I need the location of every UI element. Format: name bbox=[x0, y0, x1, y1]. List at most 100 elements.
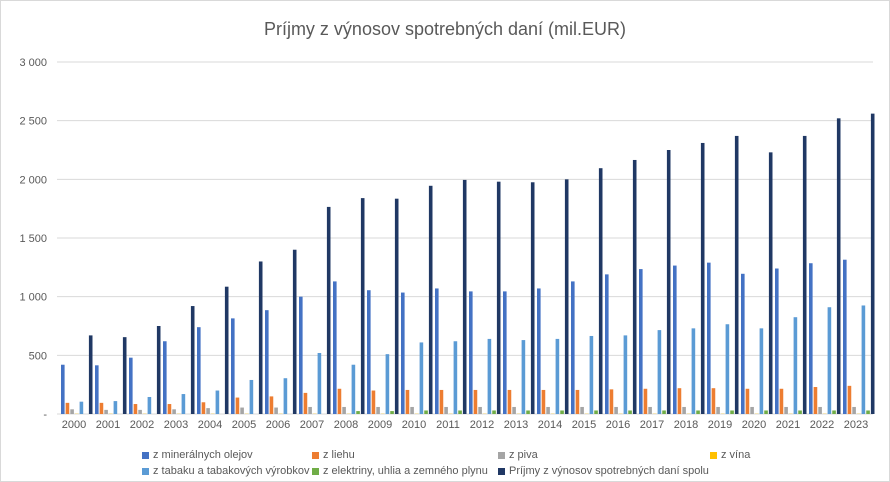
bar bbox=[147, 396, 152, 414]
bar bbox=[79, 401, 84, 414]
bar bbox=[768, 152, 773, 414]
bar bbox=[444, 406, 448, 414]
bar bbox=[575, 389, 580, 414]
legend-label: z elektriny, uhlia a zemného plynu bbox=[323, 465, 488, 477]
bar bbox=[138, 409, 142, 414]
legend-label: z piva bbox=[509, 449, 538, 461]
x-tick-label: 2001 bbox=[96, 419, 120, 431]
x-tick-label: 2017 bbox=[640, 419, 664, 431]
bar bbox=[639, 269, 643, 414]
x-tick-label: 2002 bbox=[130, 419, 154, 431]
bar bbox=[843, 259, 847, 414]
bar bbox=[469, 291, 473, 414]
bar bbox=[235, 397, 240, 414]
x-tick-label: 2005 bbox=[232, 419, 256, 431]
bar bbox=[133, 404, 138, 414]
legend-swatch bbox=[498, 467, 505, 475]
bar bbox=[356, 411, 360, 414]
y-tick-label: 1 500 bbox=[19, 233, 47, 245]
bar bbox=[360, 198, 365, 414]
chart-title: Príjmy z výnosov spotrebných daní (mil.E… bbox=[263, 19, 627, 39]
bar bbox=[818, 406, 822, 414]
bar bbox=[521, 340, 526, 414]
legend-swatch bbox=[142, 467, 149, 475]
legend-item: z minerálnych olejov bbox=[142, 449, 253, 461]
bar bbox=[734, 135, 739, 415]
bar bbox=[453, 341, 458, 414]
x-tick-label: 2010 bbox=[402, 419, 426, 431]
bar bbox=[775, 268, 779, 414]
y-tick-label: 500 bbox=[29, 350, 47, 362]
legend-label: Príjmy z výnosov spotrebných daní spolu bbox=[509, 465, 709, 477]
bar bbox=[292, 249, 297, 414]
bar bbox=[104, 409, 108, 414]
x-tick-label: 2004 bbox=[198, 419, 222, 431]
bar bbox=[589, 335, 594, 414]
bar bbox=[594, 410, 598, 414]
legend-label: z vína bbox=[721, 449, 751, 461]
bar bbox=[580, 406, 584, 414]
x-tick-label: 2014 bbox=[538, 419, 562, 431]
bar bbox=[462, 179, 467, 414]
bar bbox=[605, 274, 609, 414]
bar bbox=[428, 185, 433, 414]
y-tick-label: 2 500 bbox=[19, 116, 47, 128]
y-tick-label: 2 000 bbox=[19, 174, 47, 186]
bar bbox=[206, 408, 210, 414]
bar bbox=[809, 263, 813, 414]
bar bbox=[122, 337, 127, 414]
bar bbox=[793, 317, 798, 414]
x-tick-label: 2012 bbox=[470, 419, 494, 431]
x-tick-label: 2018 bbox=[674, 419, 698, 431]
bar bbox=[70, 409, 74, 414]
bar bbox=[167, 404, 172, 414]
bar bbox=[741, 273, 745, 414]
bar bbox=[666, 150, 671, 414]
bar bbox=[507, 389, 512, 414]
bar bbox=[181, 394, 186, 414]
bar bbox=[643, 388, 648, 414]
bar bbox=[231, 318, 235, 414]
bar bbox=[376, 406, 380, 414]
bar bbox=[827, 307, 832, 414]
bar bbox=[623, 335, 628, 414]
bar bbox=[832, 410, 836, 414]
bar bbox=[609, 389, 614, 414]
bar bbox=[730, 410, 734, 414]
bar bbox=[215, 390, 220, 414]
bar bbox=[337, 388, 342, 414]
bar bbox=[342, 406, 346, 414]
bar bbox=[614, 406, 618, 414]
bar bbox=[326, 206, 331, 414]
bar bbox=[163, 341, 167, 414]
bar bbox=[716, 406, 720, 414]
legend-label: z liehu bbox=[323, 449, 355, 461]
x-tick-label: 2000 bbox=[62, 419, 86, 431]
bar bbox=[836, 118, 841, 414]
bar bbox=[707, 262, 711, 414]
bar bbox=[657, 330, 662, 414]
x-tick-label: 2020 bbox=[742, 419, 766, 431]
bar bbox=[700, 142, 705, 414]
bar bbox=[197, 327, 201, 414]
bar bbox=[861, 305, 866, 414]
bar bbox=[390, 411, 394, 414]
bar bbox=[240, 407, 244, 414]
bar bbox=[866, 410, 870, 414]
bar bbox=[512, 406, 516, 414]
bar bbox=[526, 410, 530, 414]
bar bbox=[265, 310, 269, 414]
x-tick-label: 2015 bbox=[572, 419, 596, 431]
legend-item: z elektriny, uhlia a zemného plynu bbox=[312, 465, 488, 477]
bar bbox=[492, 410, 496, 414]
bar bbox=[852, 406, 856, 414]
bar bbox=[764, 410, 768, 414]
x-tick-label: 2011 bbox=[436, 419, 460, 431]
bar bbox=[648, 406, 652, 414]
bar bbox=[113, 401, 118, 414]
bar bbox=[473, 389, 478, 414]
bar bbox=[371, 390, 376, 414]
bar bbox=[541, 389, 546, 414]
